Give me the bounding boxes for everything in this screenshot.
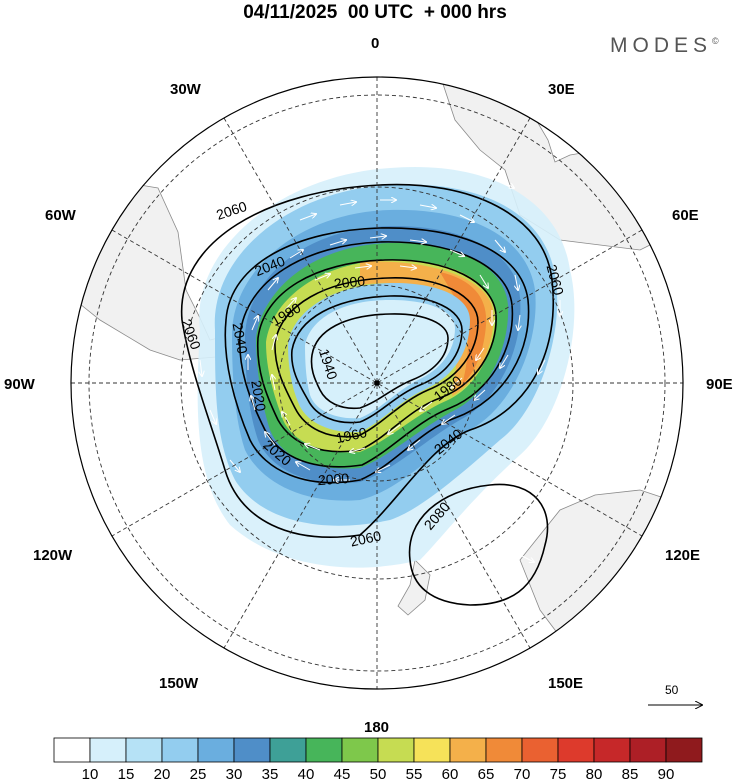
colorbar-ticks: 10 15 20 25 30 35 40 45 50 55 60 65 70 75 80 85 90 [82,766,675,782]
contour-2080 [408,483,549,606]
colorbar-swatch [557,737,595,763]
shade-core [305,300,455,419]
colorbar-tick-label: 80 [586,766,603,782]
height-contours [180,183,554,606]
colorbar-tick-label: 60 [442,766,459,782]
contour-label: 2000 [333,272,366,291]
colorbar-tick-label: 55 [406,766,423,782]
colorbar-tick-label: 50 [370,766,387,782]
contour-2040 [224,227,530,484]
colorbar-swatch [233,737,271,763]
contour-2060-outer [180,183,554,538]
colorbar-swatch [413,737,451,763]
shade-70 [440,272,487,385]
colorbar-tick-label: 65 [478,766,495,782]
contour-1940 [310,313,449,410]
south-pole-marker [374,380,380,386]
colorbar-swatch [125,737,163,763]
colorbar-tick-label: 75 [550,766,567,782]
colorbar-swatch [161,737,199,763]
colorbar-swatch [377,737,415,763]
colorbar-swatch [485,737,523,763]
colorbar-tick-label: 35 [262,766,279,782]
map-border [70,76,684,690]
colorbar-tick-label: 10 [82,766,99,782]
colorbar-swatch [269,737,307,763]
contour-label: 1960 [334,424,368,446]
colorbar-swatch [593,737,631,763]
colorbar-tick-label: 30 [226,766,243,782]
colorbar-swatch [305,737,343,763]
longitude-labels: 0 30E 60E 90E 120E 150E 180 150W 120W 90… [4,35,733,736]
colorbar-tick-label: 85 [622,766,639,782]
colorbar-swatch [341,737,379,763]
colorbar-swatch [521,737,559,763]
lon-label-120w: 120W [33,547,73,564]
lon-label-120e: 120E [665,547,700,564]
colorbar-tick-label: 20 [154,766,171,782]
colorbar-swatch [449,737,487,763]
map-title: 04/11/2025 00 UTC + 000 hrs [243,2,507,23]
colorbar-swatch [53,737,91,763]
lon-label-0: 0 [371,35,379,52]
colorbar-tick-label: 40 [298,766,315,782]
contour-label: 2000 [317,470,349,488]
contour-1960 [290,295,463,424]
lon-label-180: 180 [364,719,389,736]
colorbar-tick-label: 15 [118,766,135,782]
reference-vector: 50 [648,683,702,705]
reference-vector-label: 50 [665,683,679,697]
colorbar-tick-label: 45 [334,766,351,782]
contour-label: 2020 [248,379,269,413]
contour-label: 2060 [543,263,567,297]
colorbar [53,737,703,763]
contour-label: 2040 [230,321,251,355]
colorbar-swatch [89,737,127,763]
colorbar-swatch [665,737,703,763]
lon-label-30e: 30E [548,81,575,98]
lon-label-150w: 150W [159,675,199,692]
brand-mark: © [712,36,719,46]
lon-label-90e: 90E [706,376,733,393]
contour-1980 [274,277,479,438]
brand-name: MODES [610,34,713,57]
graticule [71,77,683,689]
lon-label-60w: 60W [45,207,77,224]
lon-label-90w: 90W [4,376,36,393]
lon-label-30w: 30W [170,81,202,98]
contour-label: 2060 [349,527,383,549]
lon-label-60e: 60E [672,207,699,224]
brand-logo: MODES© [610,34,719,58]
colorbar-tick-label: 70 [514,766,531,782]
colorbar-swatch [629,737,667,763]
colorbar-swatch [197,737,235,763]
colorbar-tick-label: 90 [658,766,675,782]
map-disc [71,77,683,689]
wind-speed-shading [197,166,575,568]
lon-label-150e: 150E [548,675,583,692]
colorbar-tick-label: 25 [190,766,207,782]
